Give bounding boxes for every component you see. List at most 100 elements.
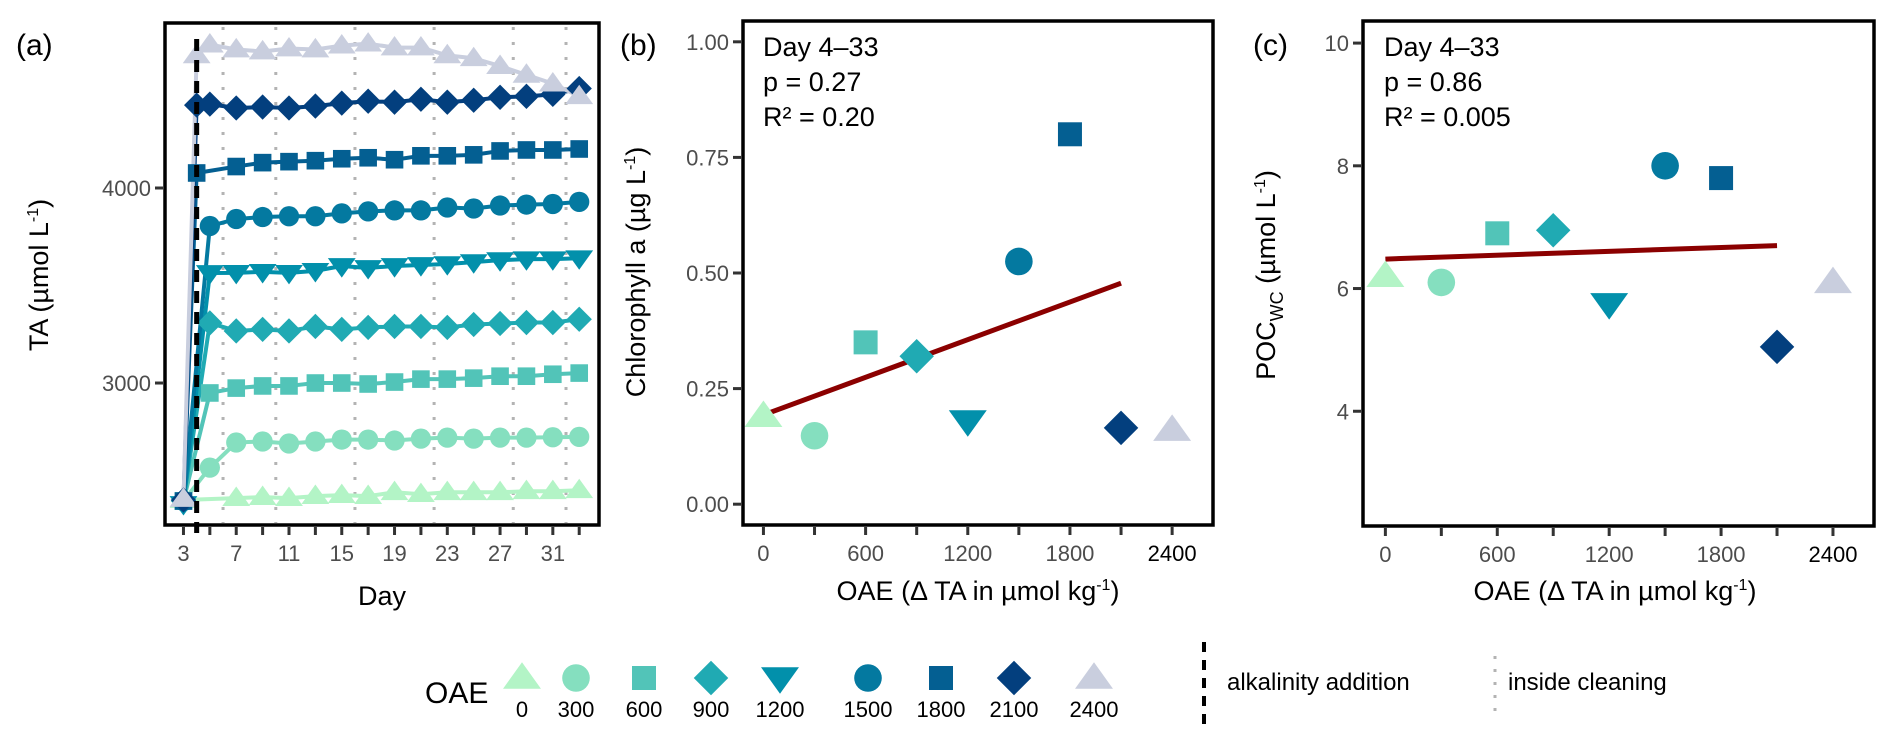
data-point-2400 — [538, 72, 567, 92]
data-point-1500 — [199, 215, 220, 237]
x-tick-label: 23 — [435, 541, 459, 566]
data-point-900 — [355, 314, 381, 341]
data-point-0 — [248, 485, 277, 505]
data-point-600 — [570, 364, 589, 382]
panel-c-x-title-sup: -1 — [1733, 577, 1747, 594]
data-point-1500 — [358, 201, 379, 222]
data-point-900 — [540, 309, 566, 336]
legend-item-2100: 2100 — [990, 660, 1038, 722]
legend-item-900: 900 — [693, 660, 730, 722]
data-point-2100 — [276, 95, 302, 121]
legend-label-1800: 1800 — [917, 697, 966, 722]
data-point-1500 — [331, 203, 352, 224]
data-point-1200 — [512, 251, 541, 271]
panel-b: (b) 0 600 1200 1800 2400 0.00 0.25 0.50 0.75 1.00… — [620, 19, 1215, 606]
data-point-1500 — [463, 198, 484, 219]
data-point-2100 — [329, 90, 355, 116]
y-tick-label: 0.00 — [686, 492, 729, 517]
legend-item-300: 300 — [558, 664, 594, 722]
y-tick-label: 6 — [1337, 277, 1349, 302]
data-point-900 — [276, 318, 302, 344]
data-point-1800 — [306, 151, 325, 170]
data-point-900 — [197, 310, 223, 336]
panel-c-x-title: OAE (Δ TA in µmol kg-1) — [1474, 576, 1757, 606]
x-tick-label: 0 — [1379, 542, 1391, 567]
data-point-900 — [223, 318, 249, 344]
data-point-300 — [199, 457, 220, 478]
panel-b-frame — [741, 19, 1215, 527]
data-point-0 — [565, 478, 594, 499]
data-point-1500 — [252, 206, 273, 228]
panel-b-x-title-end: ) — [1110, 576, 1119, 606]
x-tick-label: 2400 — [1808, 542, 1857, 567]
x-tick-label: 600 — [1479, 542, 1516, 567]
data-point-300 — [516, 427, 537, 448]
y-tick-label: 8 — [1337, 154, 1349, 179]
legend-alkalinity-addition-label: alkalinity addition — [1227, 669, 1410, 696]
legend-label-900: 900 — [693, 697, 730, 722]
data-point-2100 — [434, 89, 460, 115]
panel-a-axes: 3 7 11 15 19 23 27 31 3000 4000 — [102, 176, 581, 566]
panel-a: (a) 3 7 11 15 19 23 27 31 3000 4000 Day TA (µmol … — [16, 21, 601, 611]
data-point-600 — [227, 379, 246, 397]
data-point-300 — [800, 421, 829, 450]
x-tick-label: 3 — [177, 541, 189, 566]
data-point-2400 — [380, 35, 409, 56]
data-point-2400 — [565, 84, 594, 105]
data-point-0 — [406, 482, 435, 503]
data-point-300 — [410, 428, 432, 449]
data-point-2400 — [195, 33, 224, 53]
legend-item-2400: 2400 — [1070, 662, 1118, 722]
legend-item-0: 0 — [503, 662, 541, 722]
data-point-2400 — [486, 54, 514, 74]
x-tick-label: 600 — [847, 541, 884, 566]
panel-a-label: (a) — [16, 29, 53, 62]
data-point-600 — [280, 377, 298, 395]
data-point-0 — [538, 479, 567, 500]
data-point-1800 — [438, 147, 457, 165]
data-point-0 — [433, 480, 462, 501]
data-point-1800 — [227, 157, 246, 176]
data-point-600 — [491, 367, 509, 385]
data-point-300 — [226, 432, 247, 453]
panel-b-annotation-p: p = 0.27 — [763, 67, 861, 97]
data-point-600 — [438, 370, 457, 388]
panel-c: (c) 0 600 1200 1800 2400 4 6 8 10 Day 4–33 p = 0… — [1251, 19, 1876, 606]
data-point-1800 — [280, 152, 298, 171]
regression-line — [762, 280, 1122, 418]
data-point-2400 — [459, 46, 488, 67]
data-point-300 — [358, 429, 379, 450]
panel-b-label: (b) — [620, 29, 657, 62]
data-point-1800 — [385, 150, 404, 169]
panel-c-y-title-end: ) — [1251, 170, 1281, 179]
legend-marker-1800 — [929, 666, 953, 690]
data-point-1200 — [433, 256, 462, 276]
data-point-1200 — [565, 250, 594, 270]
legend-marker-2100 — [996, 660, 1032, 696]
panel-c-plot-area — [1366, 152, 1852, 365]
data-point-2400 — [182, 43, 211, 64]
data-point-1200 — [354, 260, 383, 280]
y-tick-label: 10 — [1325, 31, 1349, 56]
data-point-1200 — [406, 257, 435, 277]
x-tick-label: 7 — [230, 541, 242, 566]
legend-title: OAE — [425, 677, 488, 710]
regression-line — [1385, 243, 1778, 262]
x-tick-label: 15 — [330, 541, 354, 566]
y-tick-label: 4 — [1337, 399, 1349, 424]
data-point-600 — [412, 370, 430, 388]
y-tick-label: 4000 — [102, 176, 151, 201]
data-point-2100 — [487, 84, 513, 110]
y-tick-label: 0.25 — [686, 377, 729, 402]
data-point-2400 — [275, 36, 303, 57]
data-point-0 — [327, 483, 356, 504]
panel-c-annotation-r2: R² = 0.005 — [1384, 102, 1511, 132]
legend-item-600: 600 — [626, 666, 662, 722]
panel-c-frame — [1361, 19, 1876, 528]
data-point-1800 — [412, 147, 430, 165]
data-point-1200 — [248, 264, 277, 284]
data-point-1800 — [491, 142, 509, 160]
data-point-2100 — [355, 88, 381, 114]
data-point-600 — [853, 330, 878, 355]
data-point-900 — [302, 313, 329, 340]
